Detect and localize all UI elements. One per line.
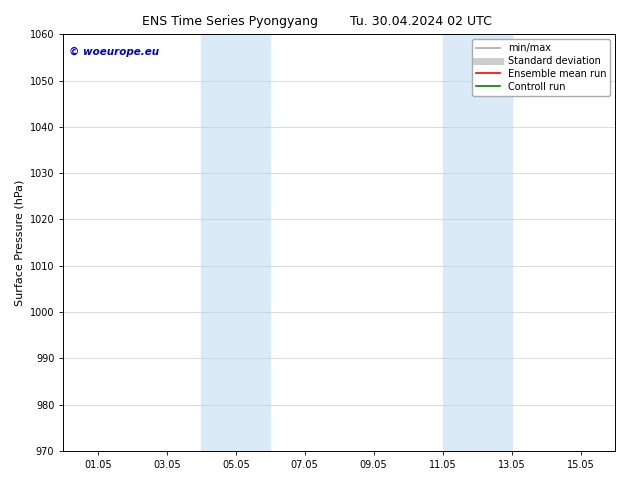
Text: ENS Time Series Pyongyang        Tu. 30.04.2024 02 UTC: ENS Time Series Pyongyang Tu. 30.04.2024… xyxy=(142,15,492,28)
Y-axis label: Surface Pressure (hPa): Surface Pressure (hPa) xyxy=(14,179,24,306)
Bar xyxy=(443,34,512,451)
Text: © woeurope.eu: © woeurope.eu xyxy=(69,47,159,57)
Bar xyxy=(202,34,270,451)
Legend: min/max, Standard deviation, Ensemble mean run, Controll run: min/max, Standard deviation, Ensemble me… xyxy=(472,39,610,96)
